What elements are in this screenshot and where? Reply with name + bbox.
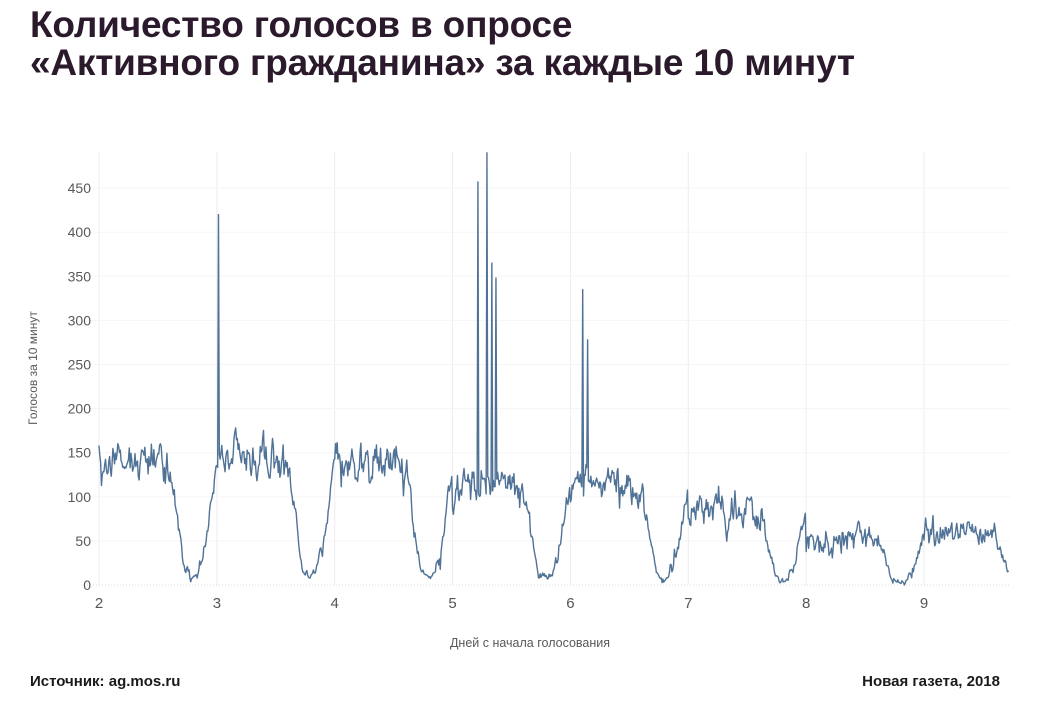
svg-text:50: 50 [75,533,91,549]
svg-text:3: 3 [213,595,221,612]
svg-text:400: 400 [68,224,92,240]
svg-text:450: 450 [68,180,92,196]
svg-text:150: 150 [68,445,92,461]
svg-text:7: 7 [684,595,692,612]
svg-text:6: 6 [566,595,574,612]
svg-text:250: 250 [68,357,92,373]
svg-text:200: 200 [68,401,92,417]
svg-text:350: 350 [68,268,92,284]
svg-text:100: 100 [68,489,92,505]
svg-text:9: 9 [920,595,928,612]
svg-text:8: 8 [802,595,810,612]
svg-text:2: 2 [95,595,103,612]
svg-text:300: 300 [68,312,92,328]
svg-text:5: 5 [448,595,456,612]
svg-text:0: 0 [83,577,91,593]
svg-text:4: 4 [331,595,339,612]
